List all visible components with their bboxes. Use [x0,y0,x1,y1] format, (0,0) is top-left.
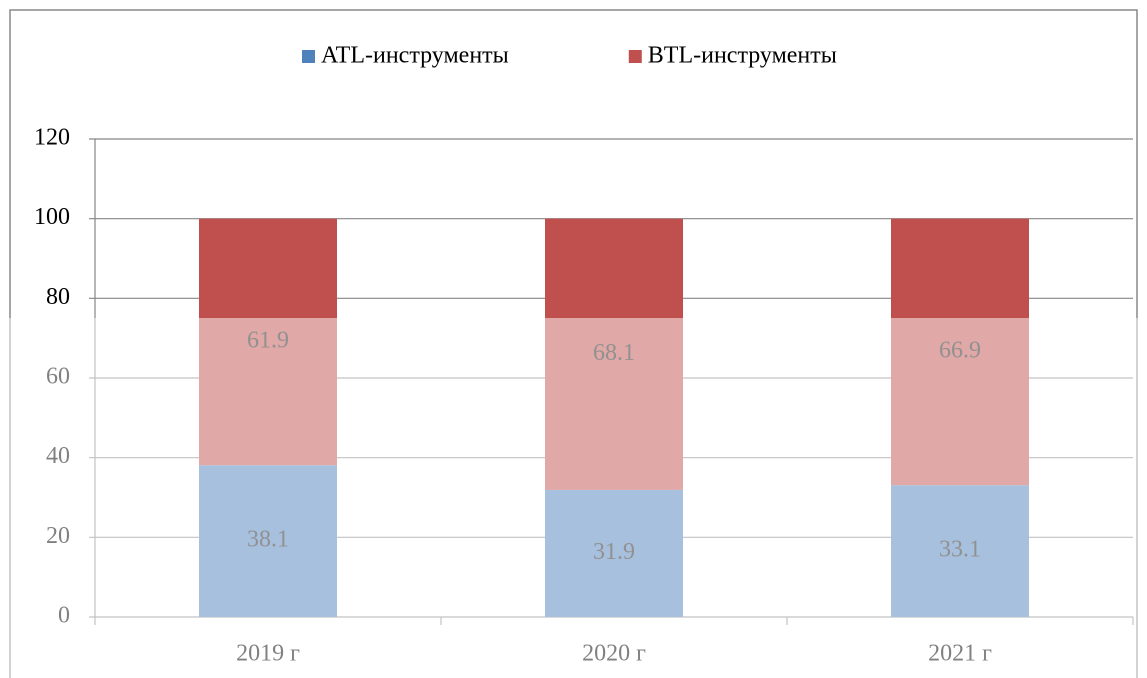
fade-overlay [0,318,1147,678]
legend-label: BTL-инструменты [648,43,837,69]
y-tick-label: 80 [46,284,70,310]
legend-swatch [302,50,315,63]
y-tick-label: 120 [34,125,70,151]
legend-label: ATL-инструменты [321,43,509,69]
legend-swatch [628,50,642,63]
y-tick-label: 100 [34,204,70,230]
